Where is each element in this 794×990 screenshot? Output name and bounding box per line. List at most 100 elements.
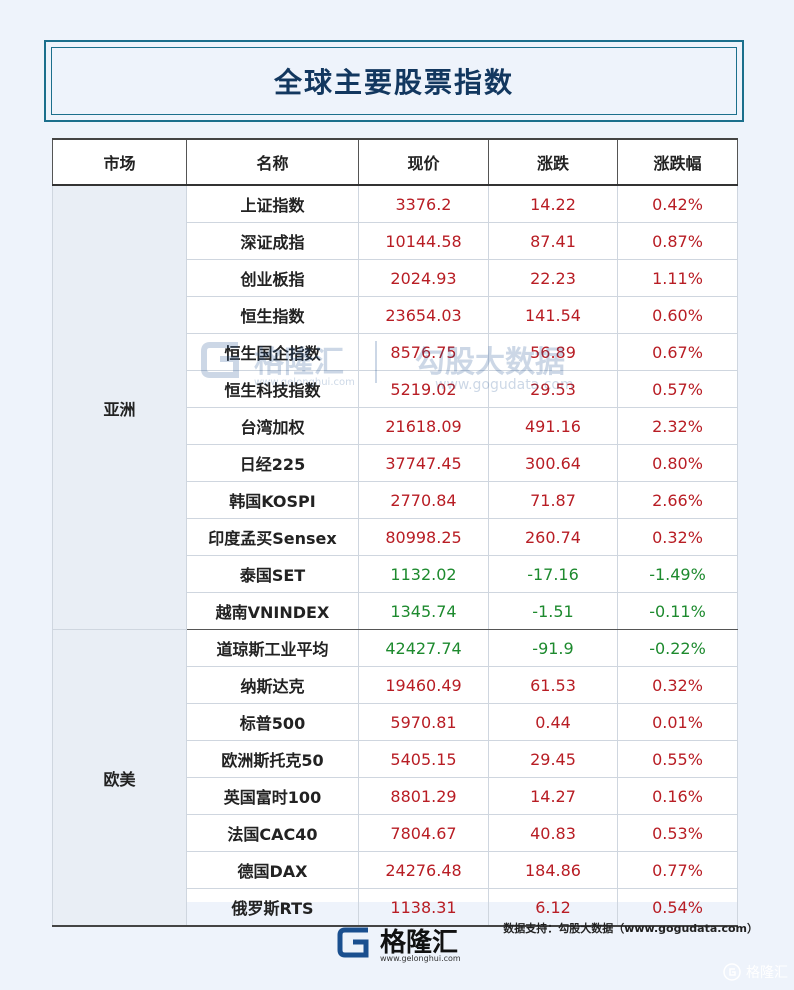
index-name: 英国富时100 (186, 777, 359, 815)
header-change-pct: 涨跌幅 (617, 138, 738, 186)
price-cell: 21618.09 (358, 407, 489, 445)
table-body: 亚洲 上证指数 3376.2 14.22 0.42% 深证成指 10144.58 87.41 0… (52, 184, 738, 927)
change-cell: -17.16 (488, 555, 618, 593)
table-row: 恒生科技指数 5219.02 29.53 0.57% (53, 370, 738, 408)
index-table: 市场 名称 现价 涨跌 涨跌幅 亚洲 上证指数 3376.2 14.22 0.42% 深证… (52, 138, 738, 927)
index-name: 上证指数 (186, 184, 359, 223)
change-cell: 29.45 (488, 740, 618, 778)
header-price: 现价 (358, 138, 489, 186)
header-market: 市场 (52, 138, 187, 186)
market-cell: 欧美 (52, 629, 187, 927)
table-row: 恒生国企指数 8576.75 56.89 0.67% (53, 333, 738, 371)
price-cell: 8801.29 (358, 777, 489, 815)
footer-brand: 格隆汇 www.gelonghui.com (336, 920, 466, 970)
index-name: 法国CAC40 (186, 814, 359, 852)
price-cell: 24276.48 (358, 851, 489, 889)
table-row: 深证成指 10144.58 87.41 0.87% (53, 222, 738, 260)
change-pct-cell: -0.11% (617, 592, 738, 630)
table-row: 越南VNINDEX 1345.74 -1.51 -0.11% (53, 592, 738, 630)
index-name: 纳斯达克 (186, 666, 359, 704)
index-name: 深证成指 (186, 222, 359, 260)
change-pct-cell: 0.01% (617, 703, 738, 741)
index-name: 标普500 (186, 703, 359, 741)
change-cell: 260.74 (488, 518, 618, 556)
change-cell: 0.44 (488, 703, 618, 741)
index-name: 欧洲斯托克50 (186, 740, 359, 778)
change-pct-cell: 0.80% (617, 444, 738, 482)
change-pct-cell: 0.16% (617, 777, 738, 815)
price-cell: 80998.25 (358, 518, 489, 556)
table-row: 标普500 5970.81 0.44 0.01% (53, 703, 738, 741)
price-cell: 8576.75 (358, 333, 489, 371)
title-inner: 全球主要股票指数 (51, 47, 737, 115)
table-row: 欧洲斯托克50 5405.15 29.45 0.55% (53, 740, 738, 778)
change-pct-cell: 1.11% (617, 259, 738, 297)
change-pct-cell: 0.77% (617, 851, 738, 889)
change-cell: -1.51 (488, 592, 618, 630)
corner-watermark: 格隆汇 (722, 962, 788, 982)
header-change: 涨跌 (488, 138, 618, 186)
price-cell: 2024.93 (358, 259, 489, 297)
table-row: 亚洲 上证指数 3376.2 14.22 0.42% (52, 184, 738, 630)
price-cell: 42427.74 (358, 629, 489, 667)
table-row: 英国富时100 8801.29 14.27 0.16% (53, 777, 738, 815)
price-cell: 5970.81 (358, 703, 489, 741)
index-name: 越南VNINDEX (186, 592, 359, 630)
change-pct-cell: 0.53% (617, 814, 738, 852)
data-source: 数据支持：勾股大数据（www.gogudata.com） (503, 922, 758, 935)
change-cell: 14.27 (488, 777, 618, 815)
change-pct-cell: 0.32% (617, 518, 738, 556)
change-cell: -91.9 (488, 629, 618, 667)
footer-brand-url: www.gelonghui.com (380, 954, 461, 963)
index-name: 韩国KOSPI (186, 481, 359, 519)
table-row: 创业板指 2024.93 22.23 1.11% (53, 259, 738, 297)
table-row: 恒生指数 23654.03 141.54 0.60% (53, 296, 738, 334)
gelonghui-logo-icon (337, 927, 369, 958)
table-row: 欧美 道琼斯工业平均 42427.74 -91.9 -0.22% (52, 629, 738, 927)
table-row: 日经225 37747.45 300.64 0.80% (53, 444, 738, 482)
change-cell: 61.53 (488, 666, 618, 704)
change-pct-cell: -0.22% (617, 629, 738, 667)
footer-brand-name: 格隆汇 (380, 928, 459, 958)
index-name: 俄罗斯RTS (186, 888, 359, 927)
price-cell: 37747.45 (358, 444, 489, 482)
change-cell: 6.12 (488, 888, 618, 927)
price-cell: 2770.84 (358, 481, 489, 519)
corner-label: 格隆汇 (746, 965, 788, 981)
title-box: 全球主要股票指数 (44, 40, 744, 122)
change-pct-cell: -1.49% (617, 555, 738, 593)
price-cell: 7804.67 (358, 814, 489, 852)
index-name: 恒生指数 (186, 296, 359, 334)
change-cell: 300.64 (488, 444, 618, 482)
change-cell: 87.41 (488, 222, 618, 260)
change-cell: 491.16 (488, 407, 618, 445)
table-row: 法国CAC40 7804.67 40.83 0.53% (53, 814, 738, 852)
gelonghui-corner-icon (723, 963, 741, 981)
price-cell: 5219.02 (358, 370, 489, 408)
table-row: 台湾加权 21618.09 491.16 2.32% (53, 407, 738, 445)
index-name: 日经225 (186, 444, 359, 482)
index-table-wrap: 市场 名称 现价 涨跌 涨跌幅 亚洲 上证指数 3376.2 14.22 0.42% 深证… (52, 138, 738, 927)
index-name: 道琼斯工业平均 (186, 629, 359, 667)
header-name: 名称 (186, 138, 359, 186)
price-cell: 19460.49 (358, 666, 489, 704)
table-row: 纳斯达克 19460.49 61.53 0.32% (53, 666, 738, 704)
change-cell: 184.86 (488, 851, 618, 889)
price-cell: 1345.74 (358, 592, 489, 630)
index-name: 印度孟买Sensex (186, 518, 359, 556)
price-cell: 10144.58 (358, 222, 489, 260)
price-cell: 5405.15 (358, 740, 489, 778)
change-pct-cell: 2.66% (617, 481, 738, 519)
change-cell: 71.87 (488, 481, 618, 519)
change-cell: 141.54 (488, 296, 618, 334)
table-row: 俄罗斯RTS 1138.31 6.12 0.54% (53, 888, 738, 927)
index-name: 恒生科技指数 (186, 370, 359, 408)
price-cell: 3376.2 (358, 184, 489, 223)
change-cell: 56.89 (488, 333, 618, 371)
change-pct-cell: 0.67% (617, 333, 738, 371)
change-pct-cell: 2.32% (617, 407, 738, 445)
change-pct-cell: 0.54% (617, 888, 738, 927)
market-cell: 亚洲 (52, 184, 187, 630)
table-row: 韩国KOSPI 2770.84 71.87 2.66% (53, 481, 738, 519)
index-name: 恒生国企指数 (186, 333, 359, 371)
